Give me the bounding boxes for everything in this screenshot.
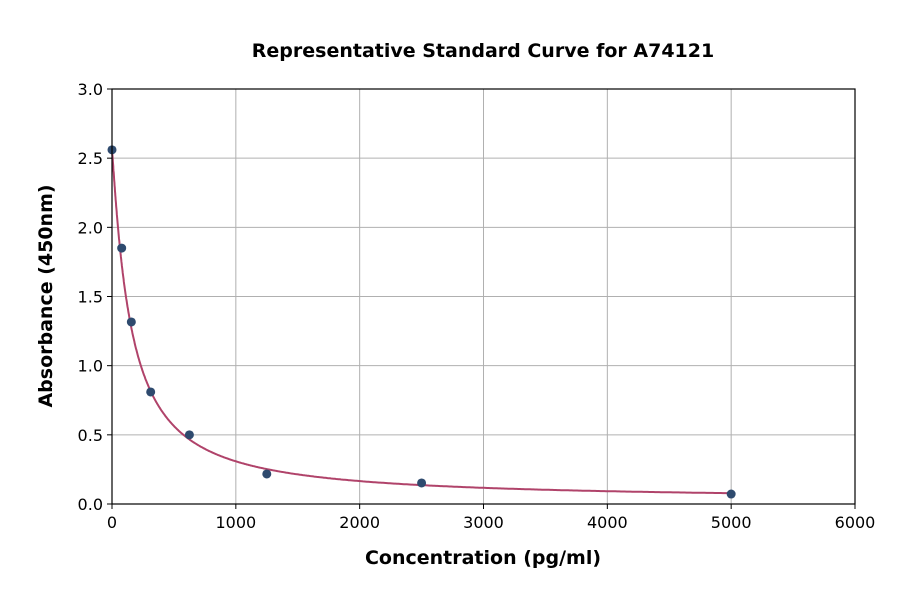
- y-tick-label: 0.5: [78, 426, 103, 445]
- x-tick-label: 2000: [339, 513, 380, 532]
- y-axis-label: Absorbance (450nm): [35, 184, 57, 407]
- x-tick-label: 6000: [835, 513, 876, 532]
- data-point: [417, 478, 427, 488]
- x-tick-label: 1000: [215, 513, 256, 532]
- x-tick-label: 3000: [463, 513, 504, 532]
- data-point: [126, 317, 136, 327]
- plot-frame: [111, 88, 856, 505]
- y-tick-label: 3.0: [78, 80, 103, 99]
- y-tick-label: 2.0: [78, 218, 103, 237]
- x-tick-label: 0: [107, 513, 117, 532]
- data-point: [117, 243, 127, 253]
- data-point: [184, 430, 194, 440]
- x-axis-label: Concentration (pg/ml): [365, 547, 601, 569]
- data-point: [262, 469, 272, 479]
- y-tick-label: 0.0: [78, 495, 103, 514]
- x-tick-label: 4000: [587, 513, 628, 532]
- y-tick-label: 2.5: [78, 149, 103, 168]
- data-point: [726, 489, 736, 499]
- chart-title: Representative Standard Curve for A74121: [252, 40, 714, 62]
- y-tick-label: 1.0: [78, 357, 103, 376]
- x-tick-label: 5000: [711, 513, 752, 532]
- data-point: [146, 387, 156, 397]
- fit-curve: [111, 149, 732, 495]
- y-tick-label: 1.5: [78, 288, 103, 307]
